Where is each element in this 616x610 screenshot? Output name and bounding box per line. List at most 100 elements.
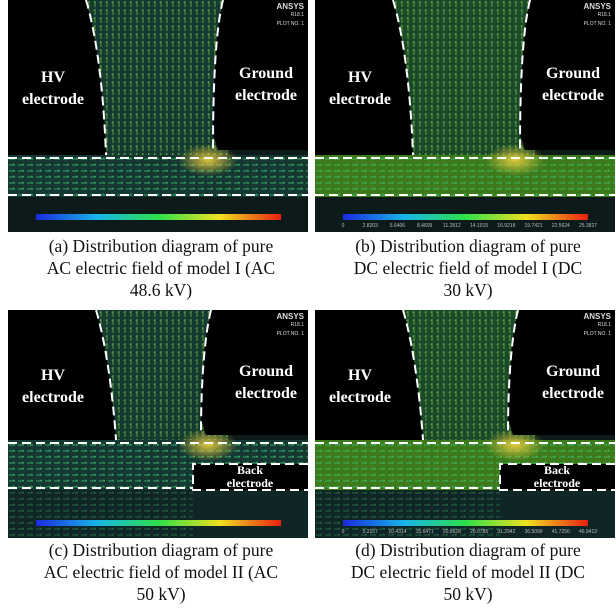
colorbar-tick: 8.4609 bbox=[417, 223, 433, 229]
colorbar-tick: 15.6471 bbox=[416, 529, 434, 535]
caption-line: DC electric field of model II (DC bbox=[351, 562, 585, 582]
caption-line: 50 kV) bbox=[136, 584, 185, 604]
label-line: electrode bbox=[542, 385, 604, 402]
colorbar-tick: 16.9218 bbox=[497, 223, 515, 229]
back-edge bbox=[499, 463, 615, 491]
caption-line: AC electric field of model II (AC bbox=[44, 562, 278, 582]
label-line: HV bbox=[348, 69, 372, 86]
hv-edge bbox=[402, 309, 424, 441]
back-electrode bbox=[193, 464, 308, 490]
colorbar-tick: 5.2157 bbox=[363, 529, 379, 535]
colorbar-tick: 0 bbox=[342, 223, 345, 229]
label-line: electrode bbox=[22, 389, 84, 406]
colorbar-tick: 0 bbox=[342, 529, 345, 535]
label-line: electrode bbox=[235, 87, 297, 104]
label-line: electrode bbox=[542, 87, 604, 104]
label-line: Ground bbox=[239, 363, 293, 380]
hv-electrode bbox=[8, 0, 106, 155]
hv-electrode bbox=[315, 310, 423, 440]
caption-line: (b) Distribution diagram of pure bbox=[355, 236, 581, 256]
hv-electrode bbox=[8, 310, 116, 440]
ground-electrode bbox=[213, 0, 308, 150]
caption-line: 48.6 kV) bbox=[130, 280, 192, 300]
label-line: Ground bbox=[239, 65, 293, 82]
colorbar-tick: 31.2942 bbox=[497, 529, 515, 535]
ground-edge bbox=[507, 309, 519, 436]
colorbar-tick: 11.2812 bbox=[443, 223, 461, 229]
ground-edge bbox=[519, 0, 531, 151]
label-line: electrode bbox=[22, 91, 84, 108]
hv-edge bbox=[85, 0, 107, 156]
version: R18.1 bbox=[291, 322, 305, 328]
label-line: electrode bbox=[227, 476, 274, 490]
version: R18.1 bbox=[598, 322, 612, 328]
label-line: Back bbox=[237, 463, 263, 477]
ground-edge bbox=[212, 0, 224, 151]
colorbar-tick: 20.8628 bbox=[443, 529, 461, 535]
plot-no: PLOT NO. 1 bbox=[277, 331, 305, 337]
label-line: electrode bbox=[329, 389, 391, 406]
colorbar-tick: 22.5624 bbox=[552, 223, 570, 229]
colorbar bbox=[343, 214, 588, 220]
ground-electrode bbox=[508, 310, 615, 435]
colorbar-tick: 46.9413 bbox=[579, 529, 597, 535]
colorbar-tick: 2.8203 bbox=[363, 223, 379, 229]
hot-spot bbox=[178, 144, 238, 176]
colorbar-tick: 26.0785 bbox=[470, 529, 488, 535]
brand: ANSYS bbox=[276, 2, 304, 11]
caption-line: AC electric field of model I (AC bbox=[47, 258, 275, 278]
panel: BackelectrodeHVelectrodeGroundelectrodeA… bbox=[8, 309, 308, 538]
label-line: HV bbox=[41, 367, 65, 384]
ground-edge bbox=[200, 309, 212, 436]
lower-arrows bbox=[8, 155, 308, 197]
hv-electrode bbox=[315, 0, 413, 155]
label-line: HV bbox=[41, 69, 65, 86]
hv-edge bbox=[95, 309, 117, 441]
substrate-arrows bbox=[8, 490, 193, 538]
label-line: HV bbox=[348, 367, 372, 384]
label-line: Ground bbox=[546, 65, 600, 82]
colorbar-tick: 14.1015 bbox=[470, 223, 488, 229]
colorbar-tick: 10.4314 bbox=[388, 529, 406, 535]
caption-line: 30 kV) bbox=[443, 280, 492, 300]
colorbar-tick: 25.3827 bbox=[579, 223, 597, 229]
label-line: Back bbox=[544, 463, 570, 477]
colorbar-tick: 5.6406 bbox=[390, 223, 406, 229]
caption-line: (d) Distribution diagram of pure bbox=[355, 540, 581, 560]
gap-arrows bbox=[395, 0, 535, 155]
hv-edge bbox=[392, 0, 414, 156]
version: R18.1 bbox=[291, 12, 305, 18]
brand: ANSYS bbox=[583, 2, 611, 11]
back-edge bbox=[192, 463, 308, 491]
colorbar bbox=[343, 520, 588, 526]
panel: BackelectrodeHVelectrodeGroundelectrodeA… bbox=[315, 309, 615, 538]
hot-spot bbox=[485, 144, 545, 176]
label-line: electrode bbox=[534, 476, 581, 490]
gap-arrows bbox=[88, 0, 228, 155]
label-line: electrode bbox=[329, 91, 391, 108]
caption-line: (a) Distribution diagram of pure bbox=[49, 236, 274, 256]
label-line: Ground bbox=[546, 363, 600, 380]
plot-no: PLOT NO. 1 bbox=[584, 331, 612, 337]
version: R18.1 bbox=[598, 12, 612, 18]
caption-line: (c) Distribution diagram of pure bbox=[49, 540, 274, 560]
caption-line: 50 kV) bbox=[443, 584, 492, 604]
brand: ANSYS bbox=[276, 312, 304, 321]
ground-electrode bbox=[201, 310, 308, 435]
plot-no: PLOT NO. 1 bbox=[584, 21, 612, 27]
lower-arrows bbox=[315, 155, 615, 197]
plot-no: PLOT NO. 1 bbox=[277, 21, 305, 27]
colorbar bbox=[36, 214, 281, 220]
colorbar bbox=[36, 520, 281, 526]
caption-line: DC electric field of model I (DC bbox=[354, 258, 582, 278]
colorbar-tick: 19.7421 bbox=[525, 223, 543, 229]
back-electrode bbox=[500, 464, 615, 490]
label-line: electrode bbox=[235, 385, 297, 402]
brand: ANSYS bbox=[583, 312, 611, 321]
colorbar-tick: 41.7256 bbox=[552, 529, 570, 535]
substrate-arrows bbox=[315, 490, 500, 538]
hot-spot bbox=[485, 429, 545, 461]
